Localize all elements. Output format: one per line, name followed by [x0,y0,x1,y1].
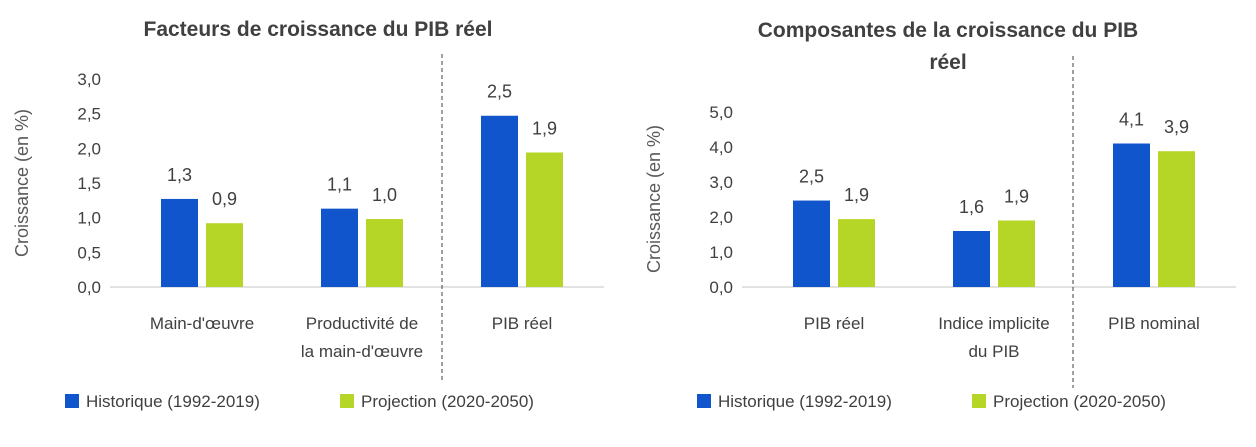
y-tick-label: 2,0 [77,139,101,158]
legend-label: Historique (1992-2019) [86,392,260,411]
y-tick-label: 2,0 [709,208,733,227]
data-label: 1,3 [167,165,192,185]
bar-projection [526,152,563,287]
y-tick-label: 0,0 [709,278,733,297]
legend-swatch-projection [340,394,354,408]
chart-composantes: Composantes de la croissance du PIB réel C… [644,19,1236,411]
bar-historique [161,198,198,287]
data-label: 1,6 [959,197,984,217]
data-label: 3,9 [1164,117,1189,137]
chart-title: Composantes de la croissance du PIB [758,19,1138,42]
data-label: 1,9 [844,185,869,205]
bar-historique [953,231,990,287]
bar-projection [366,219,403,287]
data-label: 1,0 [372,185,397,205]
legend-label: Projection (2020-2050) [361,392,534,411]
legend-swatch-historique [697,394,711,408]
x-category-label: Indice implicite [938,314,1050,333]
y-tick-label: 4,0 [709,138,733,157]
bar-historique [321,208,358,287]
chart-facteurs: Facteurs de croissance du PIB réel Croiss… [12,18,604,411]
legend-swatch-projection [972,394,986,408]
data-label: 1,9 [1004,187,1029,207]
data-label: 2,5 [487,82,512,102]
y-tick-label: 0,5 [77,243,101,262]
bar-projection [1158,151,1195,287]
y-axis-label: Croissance (en %) [12,109,32,257]
y-tick-label: 1,0 [709,243,733,262]
data-label: 1,1 [327,175,352,195]
x-category-label: PIB réel [492,314,552,333]
chart-title: Facteurs de croissance du PIB réel [144,18,493,41]
x-category-label: Productivité de [306,314,418,333]
bar-historique [1113,143,1150,287]
y-tick-label: 0,0 [77,278,101,297]
chart-title: réel [929,51,966,74]
data-label: 2,5 [799,167,824,187]
x-category-label: PIB nominal [1108,314,1200,333]
data-label: 4,1 [1119,110,1144,130]
x-category-label: la main-d'œuvre [301,342,423,361]
y-tick-label: 1,5 [77,174,101,193]
legend-label: Historique (1992-2019) [718,392,892,411]
data-label: 1,9 [532,118,557,138]
x-category-label: PIB réel [804,314,864,333]
y-axis-label: Croissance (en %) [644,125,664,273]
bar-historique [481,115,518,287]
legend-label: Projection (2020-2050) [993,392,1166,411]
y-tick-label: 1,0 [77,209,101,228]
bar-historique [793,200,830,287]
y-tick-label: 2,5 [77,105,101,124]
legend-swatch-historique [65,394,79,408]
bar-projection [998,220,1035,287]
y-tick-label: 3,0 [77,70,101,89]
data-label: 0,9 [212,189,237,209]
bar-projection [206,223,243,287]
x-category-label: du PIB [968,342,1019,361]
bar-projection [838,219,875,287]
y-tick-label: 3,0 [709,173,733,192]
y-tick-label: 5,0 [709,103,733,122]
x-category-label: Main-d'œuvre [150,314,254,333]
